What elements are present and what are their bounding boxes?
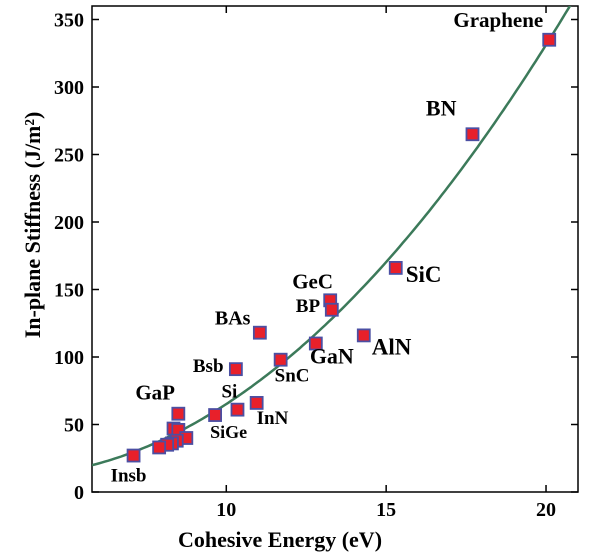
data-point (308, 336, 323, 351)
point-label: GaN (310, 344, 354, 369)
data-point (152, 440, 167, 455)
point-label: BAs (215, 308, 251, 330)
point-label: BP (296, 296, 321, 317)
point-label: SiC (406, 262, 442, 287)
point-label: Si (221, 382, 237, 403)
point-label: Insb (111, 466, 147, 487)
x-tick-label: 10 (216, 499, 236, 521)
x-axis-title: Cohesive Energy (eV) (178, 527, 382, 552)
y-tick-label: 150 (54, 280, 84, 302)
data-point (252, 325, 267, 340)
point-label: BN (426, 95, 457, 120)
plot-area (91, 5, 579, 493)
y-tick-label: 0 (74, 482, 84, 504)
point-label: Graphene (453, 8, 543, 32)
data-point (273, 352, 288, 367)
point-label: AlN (372, 334, 412, 359)
data-point (228, 362, 243, 377)
data-points (126, 32, 557, 463)
x-tick-label: 15 (376, 499, 396, 521)
data-point (388, 260, 403, 275)
point-label: GeC (292, 269, 333, 293)
data-point (356, 328, 371, 343)
y-axis: 0 50 100 150 200 250 300 350 (54, 10, 578, 504)
y-tick-label: 100 (54, 347, 84, 369)
x-tick-label: 20 (536, 499, 556, 521)
point-label: GaP (135, 381, 175, 405)
y-tick-label: 200 (54, 212, 84, 234)
y-tick-label: 350 (54, 10, 84, 32)
data-point (249, 395, 264, 410)
point-label: InN (257, 408, 289, 429)
point-label: Bsb (193, 356, 224, 377)
data-point (171, 406, 186, 421)
point-label: SiGe (210, 422, 247, 442)
data-point (230, 402, 245, 417)
point-label: SnC (275, 366, 310, 387)
y-tick-label: 50 (64, 415, 84, 437)
y-tick-label: 300 (54, 77, 84, 99)
y-tick-label: 250 (54, 145, 84, 167)
x-axis: 10 15 20 (216, 6, 556, 521)
data-point (208, 408, 222, 422)
y-axis-title: In-plane Stiffness (J/m²) (20, 112, 45, 339)
data-point (126, 448, 141, 463)
data-point (324, 302, 339, 317)
data-point (542, 32, 557, 47)
data-point (465, 127, 480, 142)
